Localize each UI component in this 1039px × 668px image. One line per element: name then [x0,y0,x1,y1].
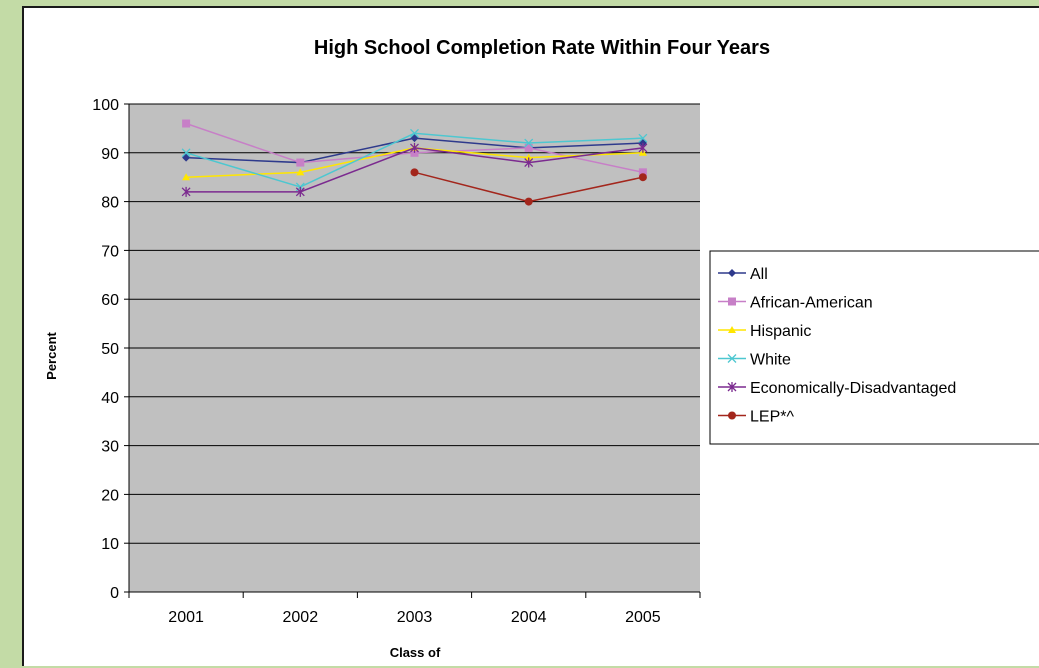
data-point [638,133,648,143]
legend-marker [728,411,736,420]
x-axis-title: Class of [390,645,441,660]
y-tick-label: 0 [110,585,119,602]
y-tick-label: 30 [101,439,119,456]
data-point [524,157,534,168]
x-tick-label: 2001 [168,609,204,626]
legend-label: Hispanic [750,323,811,340]
data-point [638,168,647,177]
legend-marker [727,354,737,363]
data-point [295,186,305,197]
data-point [182,173,191,181]
x-tick-label: 2005 [625,609,661,626]
data-point [410,128,419,138]
data-point [181,186,191,197]
data-point [296,168,305,176]
y-axis-title: Percent [44,331,59,379]
plot-area: 0 10 20 30 40 50 60 70 80 90 100 2001 2002 2003 2004 20… [92,97,701,626]
y-tick-label: 80 [101,195,119,212]
data-point [410,168,419,177]
data-point [524,153,533,161]
chart-svg: High School Completion Rate Within Four … [44,37,1039,660]
y-tick-label: 100 [92,97,119,114]
data-point [410,142,419,153]
data-point [181,148,191,158]
legend-marker [728,297,736,306]
chart-frame: High School Completion Rate Within Four … [22,6,1039,666]
chart-title: High School Completion Rate Within Four … [314,37,770,59]
data-point [638,173,647,182]
legend-label: Economically-Disadvantaged [750,380,956,397]
legend-label: African-American [750,295,873,312]
legend-label: All [750,266,768,283]
y-tick-label: 90 [101,146,119,163]
legend-label: LEP*^ [750,409,794,426]
legend-marker [728,269,736,277]
legend-label: White [750,352,791,369]
y-tick-label: 50 [101,341,119,358]
data-point [182,119,191,128]
y-tick-label: 70 [101,243,119,260]
legend-box [709,250,1039,445]
y-tick-label: 60 [101,292,119,309]
legend: All African-American Hispanic White Economic… [709,250,1039,445]
data-point [296,158,305,167]
x-tick-label: 2002 [283,609,319,626]
y-tick-label: 40 [101,390,119,407]
data-point [524,197,533,206]
legend-marker [728,326,736,333]
legend-marker [727,382,737,392]
y-tick-label: 10 [101,536,119,553]
data-point [524,138,534,148]
y-tick-label: 20 [101,487,119,504]
data-point [638,142,648,153]
x-tick-label: 2003 [397,609,433,626]
x-tick-label: 2004 [511,609,547,626]
data-point [524,143,533,152]
